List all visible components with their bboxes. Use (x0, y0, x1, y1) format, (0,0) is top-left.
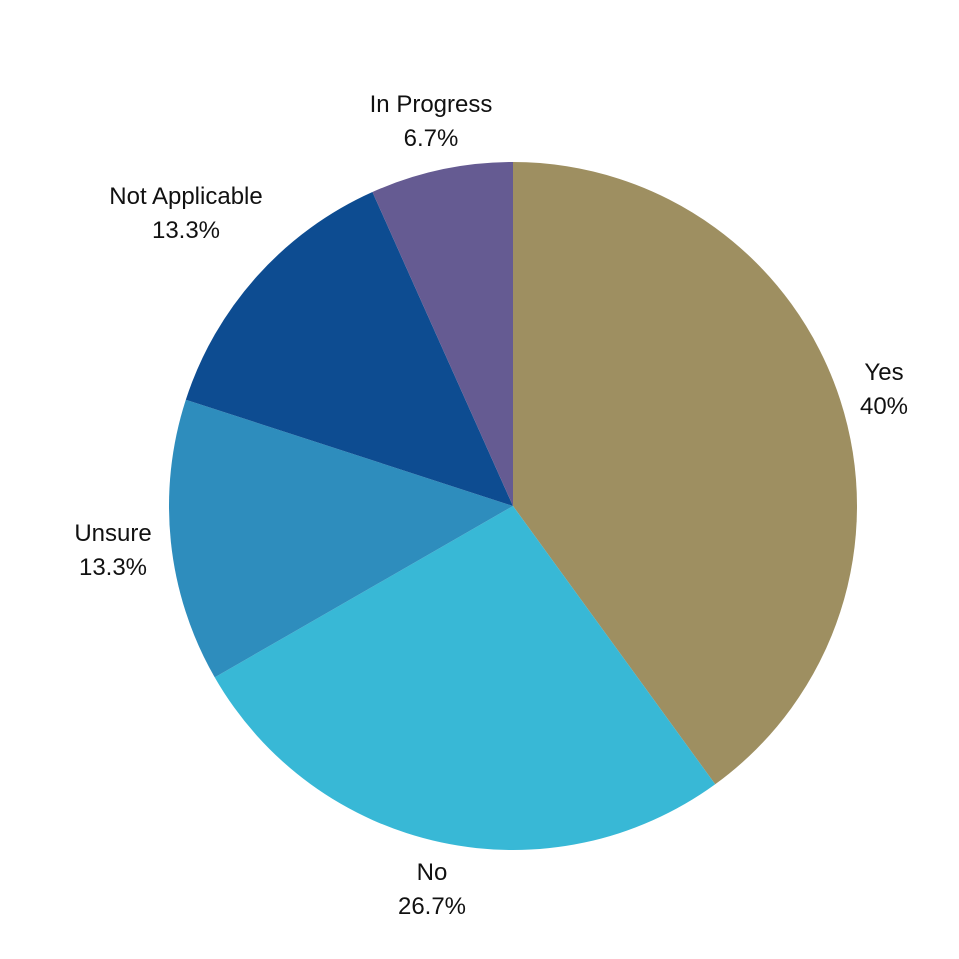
pie-slice-not-applicable (185, 192, 514, 506)
pie-labels: Yes 40% No 26.7% Unsure 13.3% Not Applicable 13… (74, 91, 908, 920)
slice-label-unsure: Unsure (74, 520, 151, 547)
slice-value-label-not-applicable: 13.3% (152, 217, 220, 244)
pie-slice-in-progress (372, 162, 513, 506)
slice-value-label-no: 26.7% (398, 893, 466, 920)
pie-slice-no (214, 506, 716, 850)
slice-label-in-progress: In Progress (370, 91, 493, 118)
slice-label-not-applicable: Not Applicable (109, 183, 262, 210)
slice-value-label-in-progress: 6.7% (404, 125, 459, 152)
slice-label-no: No (417, 859, 448, 886)
pie-slice-yes (513, 162, 857, 785)
pie-slices (169, 162, 857, 850)
slice-value-label-yes: 40% (860, 393, 908, 420)
slice-value-label-unsure: 13.3% (79, 554, 147, 581)
pie-slice-unsure (169, 399, 514, 678)
slice-label-yes: Yes (864, 359, 903, 386)
